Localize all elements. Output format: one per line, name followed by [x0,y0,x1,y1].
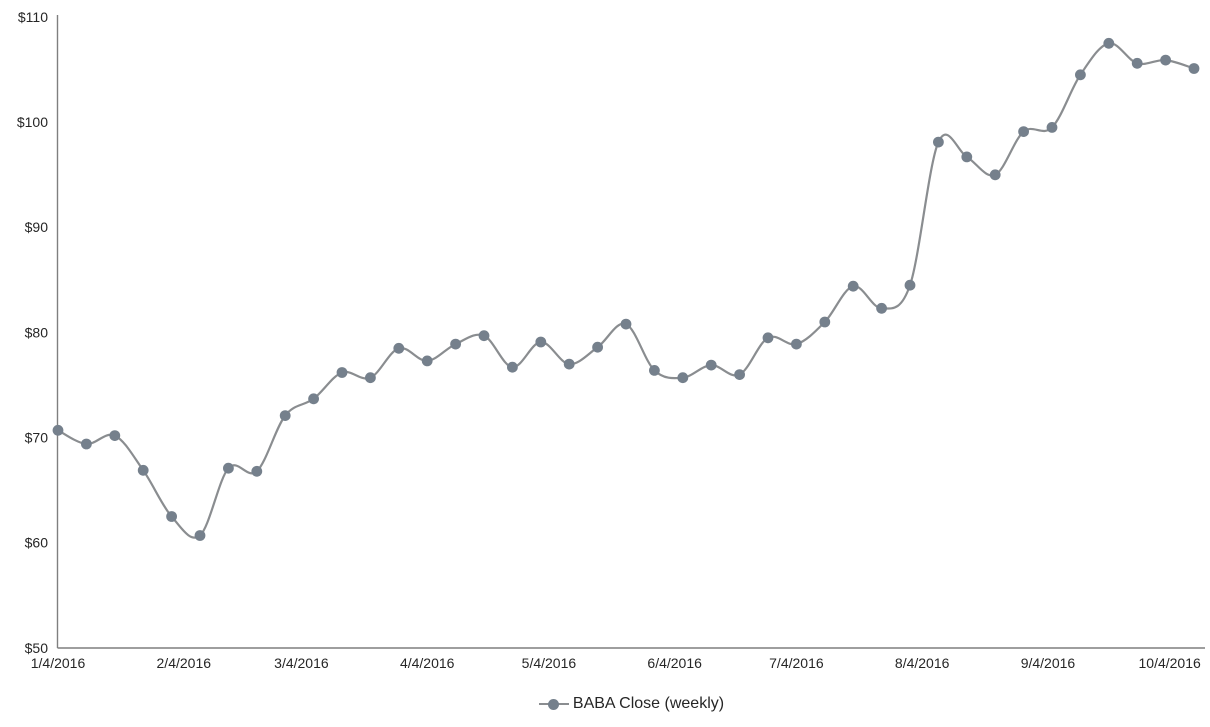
data-point [1018,126,1029,137]
y-tick-label: $50 [25,640,49,656]
x-tick-label: 8/4/2016 [895,655,950,671]
x-tick-label: 10/4/2016 [1139,655,1201,671]
data-point [705,359,717,371]
data-point [1103,37,1115,49]
data-point [847,280,859,292]
data-point [933,136,944,148]
data-point [421,355,433,367]
data-point [251,465,263,477]
data-point [81,438,92,450]
x-tick-label: 6/4/2016 [647,655,702,671]
data-point [819,316,831,328]
x-tick-label: 3/4/2016 [274,655,329,671]
data-point [1188,63,1200,74]
y-tick-label: $100 [17,114,48,130]
data-point [194,530,206,541]
data-point [109,430,121,441]
data-point [734,369,745,380]
y-tick-label: $80 [25,324,49,340]
data-point [961,151,973,163]
series-marker-icon [538,698,569,710]
data-point [507,361,518,373]
data-point [989,169,1001,181]
data-point [791,338,802,350]
data-point [308,393,319,405]
data-point [166,511,178,522]
x-tick-label: 2/4/2016 [157,655,212,671]
data-point [450,338,461,350]
data-point [478,330,490,342]
data-point [365,372,376,384]
data-point [137,464,149,476]
x-tick-label: 9/4/2016 [1021,655,1076,671]
data-point [1046,122,1058,133]
data-point [52,424,64,436]
data-point [1131,57,1143,69]
y-tick-label: $70 [25,430,49,446]
data-point [592,341,603,353]
x-tick-label: 1/4/2016 [31,655,86,671]
data-point [223,462,234,474]
data-point [1160,54,1171,66]
data-point [904,279,916,291]
data-point [393,342,405,354]
y-tick-label: $110 [18,9,48,25]
x-tick-label: 5/4/2016 [522,655,577,671]
data-point [620,318,632,330]
y-tick-label: $60 [25,535,49,551]
data-point [876,302,887,314]
y-tick-label: $90 [25,219,49,235]
data-point [649,365,660,376]
data-point [762,332,774,344]
legend-label: BABA Close (weekly) [572,695,725,712]
data-point [1075,69,1086,81]
data-point [336,367,348,378]
data-point [563,358,575,370]
data-point [535,336,547,348]
x-tick-label: 4/4/2016 [400,655,455,671]
data-point [279,410,291,421]
x-tick-label: 7/4/2016 [769,655,824,671]
data-point [677,372,689,384]
chart-legend: BABA Close (weekly) [58,691,1205,717]
legend-dot-swatch [547,698,559,710]
